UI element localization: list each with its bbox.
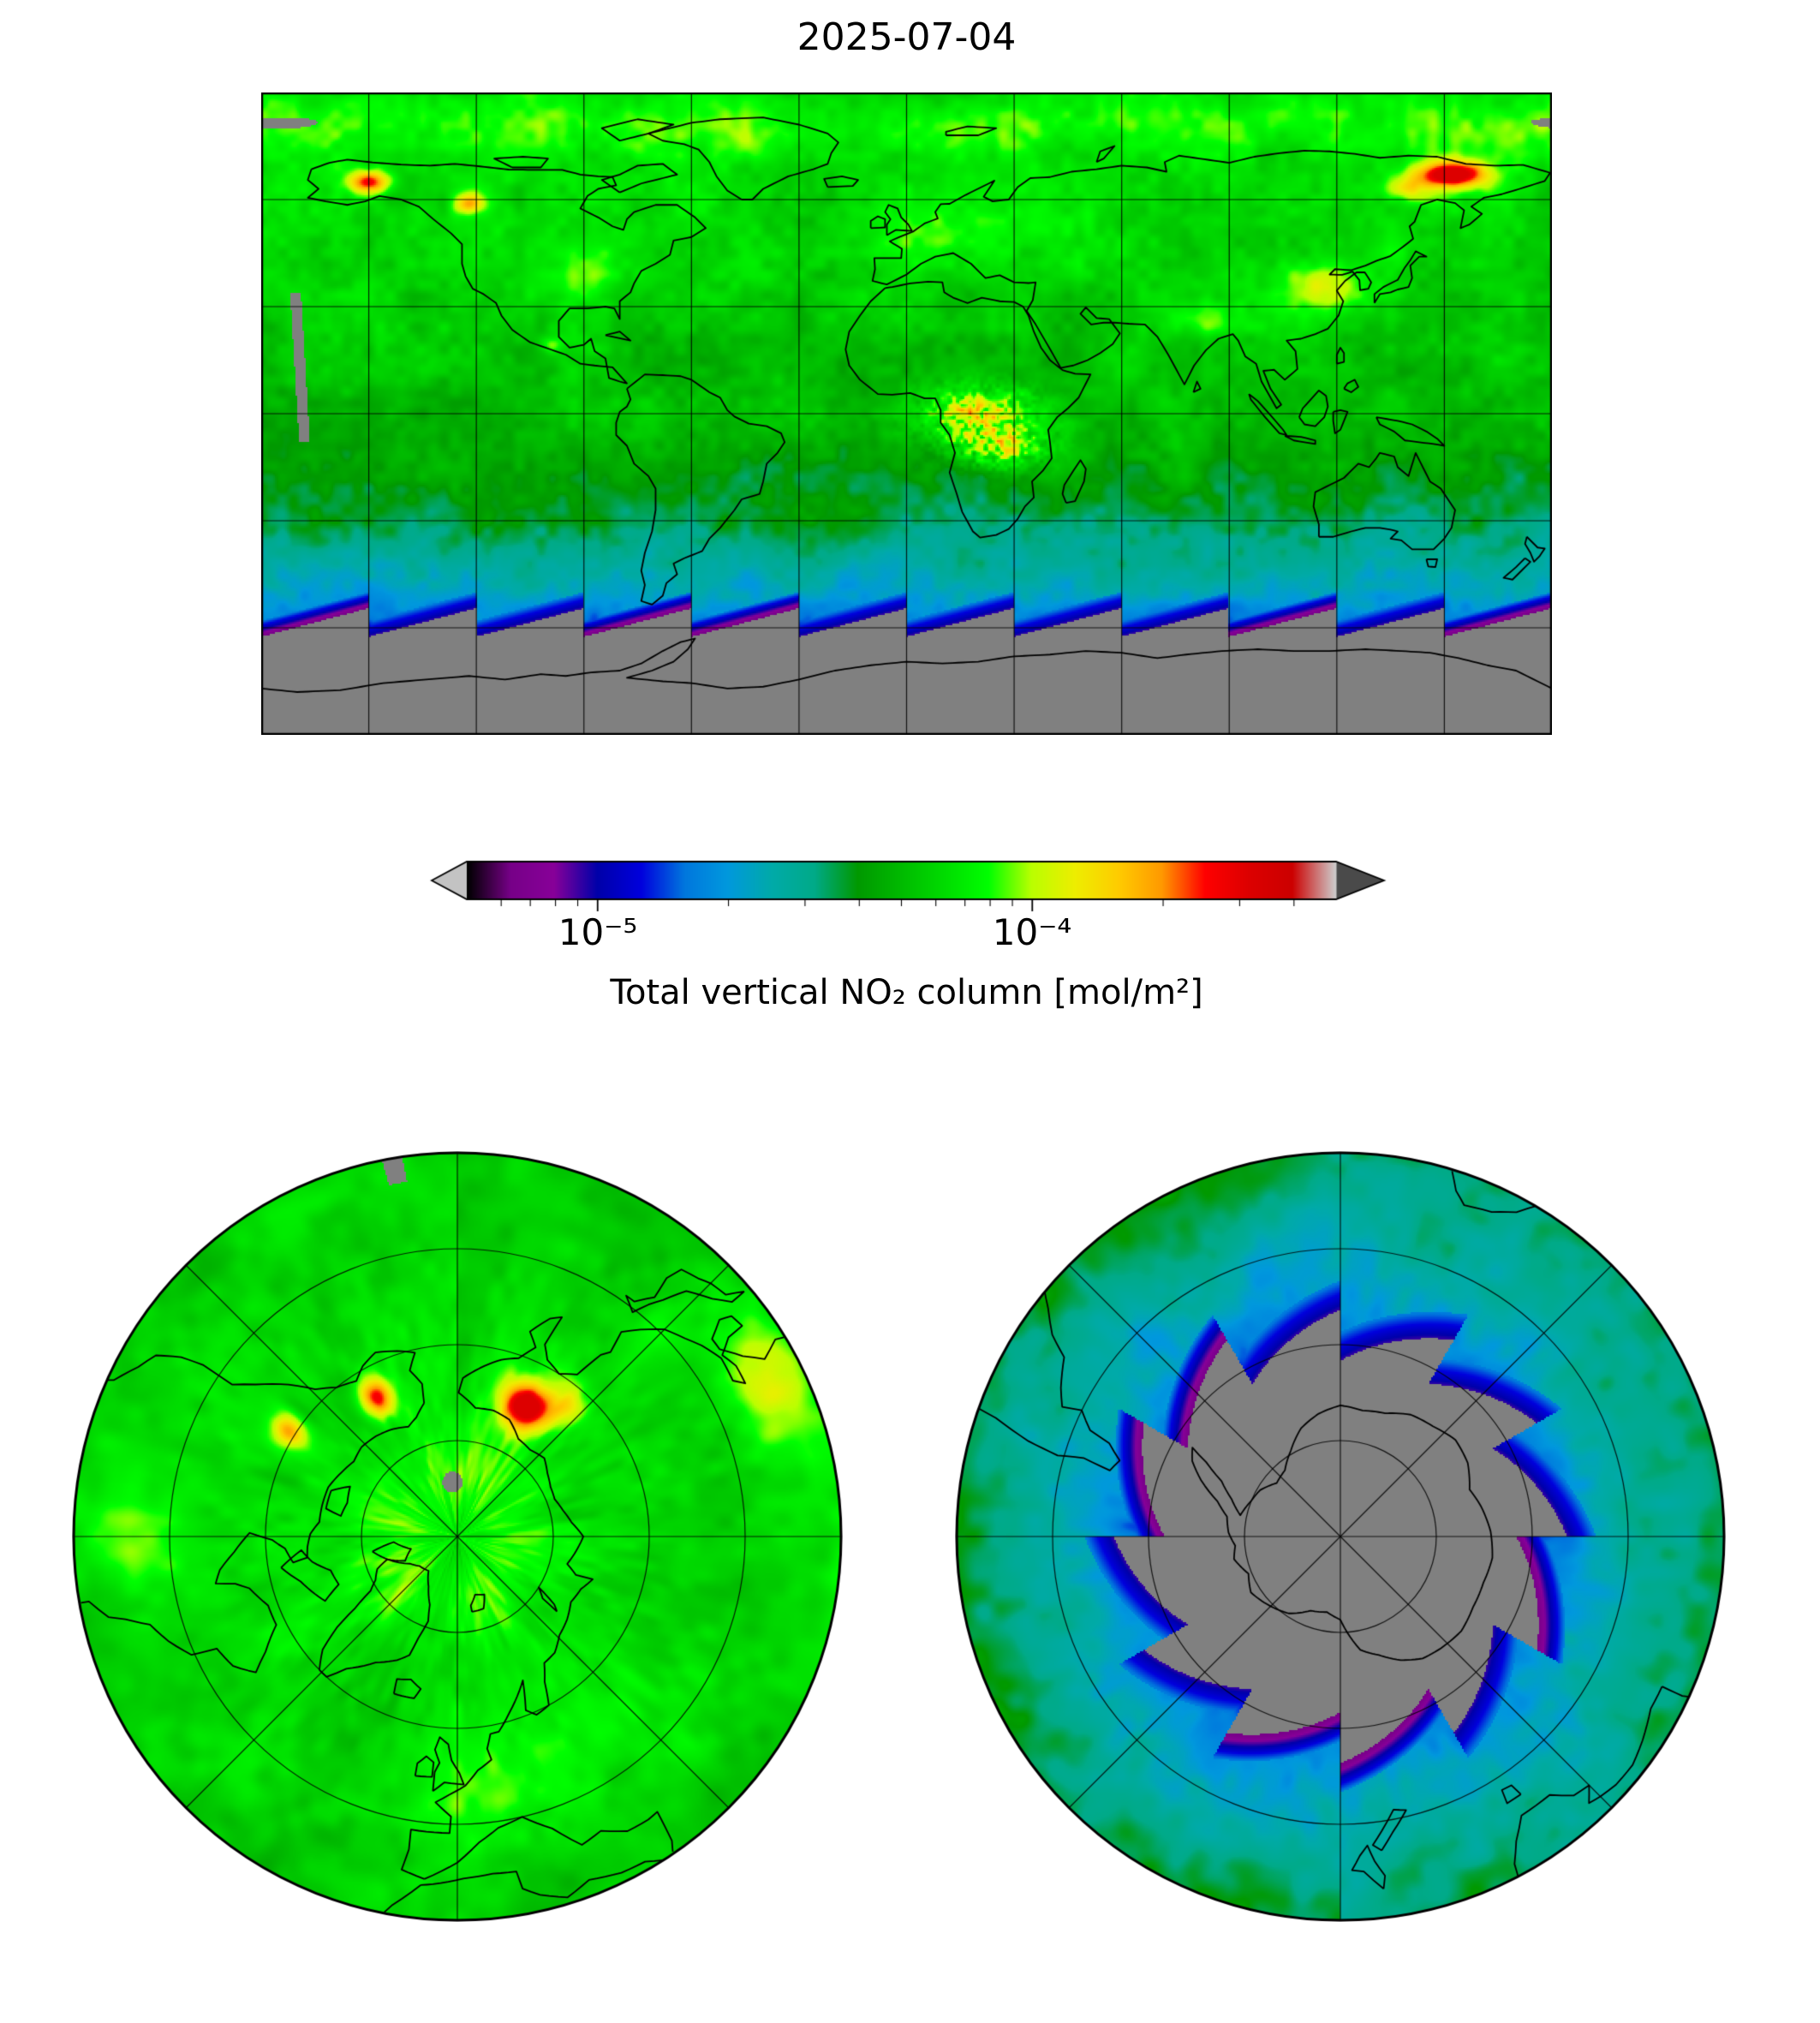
colorbar-canvas xyxy=(428,858,1387,925)
global-map-canvas xyxy=(261,92,1552,735)
colorbar-tick-label-1e-4: 10⁻⁴ xyxy=(992,911,1072,953)
colorbar-tick-label-1e-5: 10⁻⁵ xyxy=(558,911,638,953)
colorbar-label: Total vertical NO₂ column [mol/m²] xyxy=(610,973,1203,1012)
figure-title: 2025-07-04 xyxy=(797,15,1017,59)
south-polar-map-canvas xyxy=(955,1151,1726,1922)
north-polar-map-canvas xyxy=(72,1151,843,1922)
